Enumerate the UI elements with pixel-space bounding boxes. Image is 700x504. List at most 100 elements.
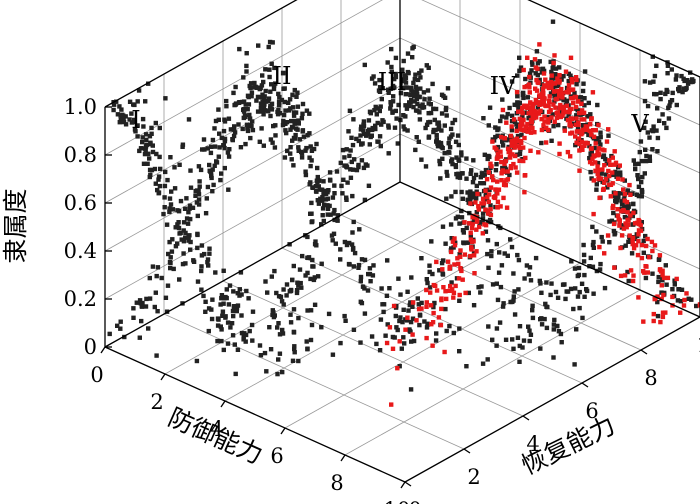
- scatter-point: [220, 309, 226, 314]
- scatter-point: [624, 225, 629, 230]
- scatter-point: [636, 161, 641, 166]
- scatter-point: [427, 96, 432, 101]
- scatter-point: [203, 299, 208, 304]
- scatter-point: [222, 119, 228, 124]
- scatter-point: [408, 100, 413, 105]
- scatter-point: [568, 154, 573, 159]
- scatter-point: [389, 46, 394, 52]
- scatter-point: [480, 211, 486, 216]
- scatter-point: [638, 139, 644, 144]
- scatter-point: [168, 202, 174, 207]
- scatter-point: [557, 78, 562, 83]
- scatter-point: [674, 102, 679, 108]
- scatter-point: [525, 95, 530, 100]
- scatter-point: [436, 126, 441, 132]
- scatter-point: [354, 136, 359, 142]
- scatter-point: [291, 263, 296, 269]
- scatter-point: [483, 229, 489, 234]
- scatter-point: [327, 177, 333, 182]
- scatter-point: [309, 200, 314, 206]
- scatter-point: [498, 134, 504, 140]
- scatter-point: [400, 319, 405, 325]
- scatter-point: [567, 122, 572, 128]
- scatter-point: [537, 94, 543, 99]
- scatter-point: [494, 281, 499, 286]
- scatter-point: [445, 259, 451, 264]
- scatter-point: [299, 155, 305, 160]
- scatter-point: [517, 55, 522, 60]
- scatter-point: [444, 196, 449, 201]
- scatter-point: [566, 78, 571, 84]
- scatter-point: [298, 280, 303, 286]
- scatter-point: [305, 234, 310, 240]
- scatter-point: [495, 179, 500, 184]
- scatter-point: [577, 148, 582, 153]
- scatter-point: [288, 127, 293, 132]
- scatter-point: [390, 83, 396, 89]
- scatter-point: [409, 339, 414, 344]
- scatter-point: [574, 116, 579, 121]
- scatter-point: [546, 103, 551, 108]
- scatter-point: [291, 113, 297, 118]
- scatter-point: [611, 228, 617, 234]
- scatter-point: [617, 218, 622, 223]
- scatter-point: [239, 313, 244, 318]
- scatter-point: [147, 167, 153, 173]
- scatter-point: [539, 127, 545, 133]
- scatter-point: [450, 120, 455, 126]
- scatter-point: [601, 186, 606, 192]
- scatter-point: [268, 137, 274, 142]
- scatter-point: [214, 160, 220, 165]
- scatter-point: [442, 95, 448, 100]
- scatter-point: [196, 164, 202, 169]
- scatter-point: [639, 179, 644, 185]
- scatter-point: [266, 44, 271, 50]
- scatter-point: [549, 138, 554, 143]
- scatter-point: [464, 156, 469, 161]
- scatter-point: [127, 117, 132, 122]
- scatter-point: [488, 203, 493, 208]
- scatter-point: [591, 178, 596, 183]
- scatter-point: [647, 154, 652, 159]
- scatter-point: [400, 78, 405, 84]
- scatter-point: [263, 279, 268, 284]
- scatter-point: [506, 149, 511, 155]
- scatter-point: [388, 102, 394, 107]
- scatter-point: [532, 130, 537, 135]
- scatter-point: [547, 99, 552, 104]
- scatter-point: [616, 195, 621, 200]
- scatter-point: [495, 205, 500, 210]
- scatter-point: [332, 191, 337, 196]
- scatter-point: [266, 109, 271, 114]
- scatter-point: [498, 204, 503, 209]
- region-label: III: [378, 68, 406, 96]
- scatter-point: [281, 118, 286, 124]
- scatter-point: [331, 211, 336, 216]
- scatter-point: [291, 110, 297, 115]
- scatter-point: [222, 145, 227, 151]
- scatter-point: [504, 120, 509, 125]
- scatter-point: [219, 135, 224, 141]
- scatter-point: [403, 85, 408, 90]
- scatter-point: [392, 125, 398, 130]
- scatter-point: [300, 111, 305, 116]
- scatter-point: [308, 337, 314, 343]
- scatter-point: [655, 299, 660, 305]
- scatter-point: [205, 257, 211, 262]
- scatter-point: [259, 83, 265, 88]
- scatter-point: [143, 99, 148, 104]
- scatter-point: [388, 100, 393, 105]
- scatter-point: [505, 169, 510, 174]
- scatter-point: [426, 65, 431, 70]
- scatter-point: [634, 192, 640, 197]
- scatter-point: [346, 129, 351, 134]
- scatter-point: [583, 126, 588, 132]
- scatter-point: [359, 257, 365, 262]
- scatter-point: [476, 285, 481, 290]
- scatter-point: [673, 77, 679, 82]
- scatter-point: [508, 133, 514, 139]
- scatter-point: [488, 185, 494, 190]
- scatter-point: [482, 152, 487, 157]
- scatter-point: [462, 220, 467, 225]
- scatter-point: [529, 60, 535, 65]
